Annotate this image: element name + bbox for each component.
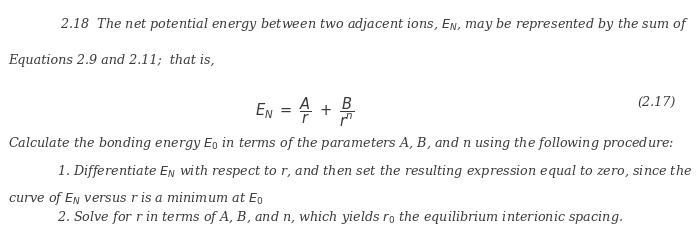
Text: 2.18  The net potential energy between two adjacent ions, $E_N$, may be represen: 2.18 The net potential energy between tw… [60, 16, 689, 33]
Text: 1. Differentiate $E_N$ with respect to r, and then set the resulting expression : 1. Differentiate $E_N$ with respect to r… [57, 163, 693, 180]
Text: Equations 2.9 and 2.11;  that is,: Equations 2.9 and 2.11; that is, [8, 54, 215, 67]
Text: (2.17): (2.17) [637, 96, 676, 109]
Text: curve of $E_N$ versus r is a minimum at $E_0$: curve of $E_N$ versus r is a minimum at … [8, 190, 264, 207]
Text: 2. Solve for r in terms of A, B, and n, which yields $r_0$ the equilibrium inter: 2. Solve for r in terms of A, B, and n, … [57, 209, 624, 225]
Text: $E_N \ = \ \dfrac{A}{r} \ + \ \dfrac{B}{r^n}$: $E_N \ = \ \dfrac{A}{r} \ + \ \dfrac{B}{… [255, 96, 354, 129]
Text: Calculate the bonding energy $E_0$ in terms of the parameters A, B, and n using : Calculate the bonding energy $E_0$ in te… [8, 135, 675, 152]
